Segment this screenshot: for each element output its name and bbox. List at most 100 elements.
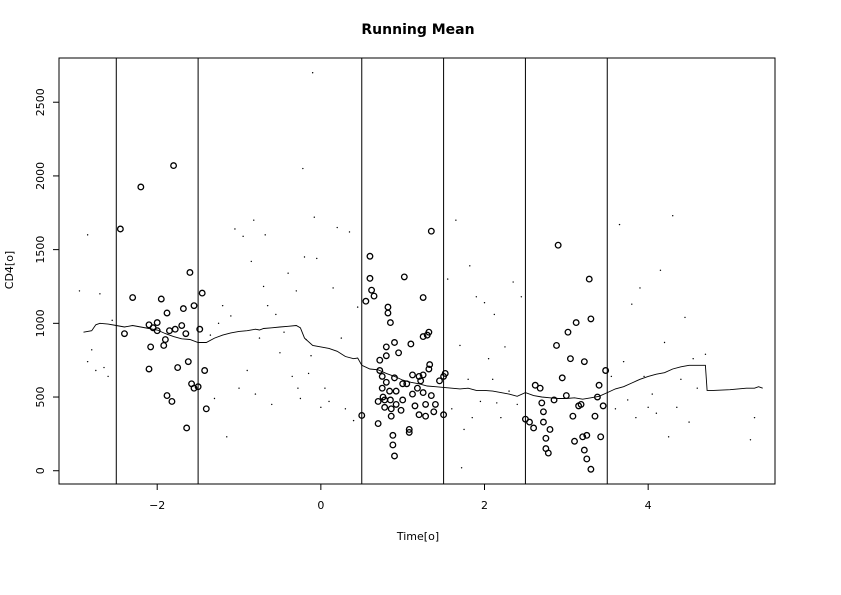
window-point: [595, 381, 603, 389]
background-point: [496, 402, 498, 404]
window-point: [539, 408, 547, 416]
window-point: [593, 393, 601, 401]
background-point: [451, 408, 453, 410]
window-point: [425, 328, 433, 336]
background-point: [299, 397, 302, 400]
window-point: [425, 365, 433, 373]
window-point: [554, 241, 562, 249]
background-point: [618, 223, 621, 226]
background-point: [264, 234, 266, 236]
data-series: [78, 72, 763, 473]
window-point: [583, 431, 591, 439]
y-tick-label: 500: [34, 387, 47, 408]
background-point: [631, 303, 633, 305]
background-point: [469, 265, 471, 267]
background-point: [99, 293, 101, 295]
background-point: [262, 285, 265, 288]
window-point: [182, 330, 190, 338]
window-point: [403, 380, 411, 388]
background-point: [493, 313, 496, 316]
window-point: [436, 377, 443, 385]
background-point: [340, 337, 343, 339]
window-point: [384, 309, 392, 317]
window-point: [170, 162, 178, 170]
window-point: [386, 396, 394, 404]
background-point: [258, 337, 261, 339]
background-point: [78, 290, 81, 292]
background-point: [704, 353, 707, 355]
background-point: [332, 287, 334, 289]
background-point: [307, 372, 310, 375]
window-point: [399, 396, 407, 404]
running-mean-line: [83, 322, 763, 400]
window-point: [530, 424, 538, 432]
window-point: [391, 452, 398, 460]
window-point: [198, 289, 206, 297]
background-point: [246, 369, 248, 372]
background-point: [95, 369, 97, 372]
window-point: [587, 315, 595, 323]
background-point: [111, 319, 113, 322]
window-point: [550, 396, 558, 404]
window-point: [137, 183, 145, 191]
background-point: [684, 316, 686, 319]
background-point: [302, 167, 304, 170]
window-point: [553, 341, 560, 349]
window-point: [569, 412, 577, 420]
window-point: [147, 343, 155, 351]
background-point: [647, 406, 649, 409]
background-point: [287, 272, 289, 274]
window-point: [405, 428, 413, 436]
window-point: [202, 405, 210, 413]
background-point: [324, 387, 326, 389]
window-point: [562, 392, 570, 400]
background-point: [475, 296, 478, 298]
window-point: [585, 275, 593, 283]
window-point: [539, 418, 547, 426]
window-point: [391, 374, 398, 382]
window-point: [145, 365, 153, 373]
background-point: [680, 378, 682, 381]
y-tick-label: 1000: [34, 309, 47, 337]
window-point: [362, 297, 370, 305]
window-point: [382, 378, 390, 386]
window-point: [389, 441, 397, 449]
background-point: [460, 467, 463, 469]
background-point: [283, 331, 285, 333]
window-point: [196, 325, 204, 333]
window-point: [417, 377, 425, 385]
background-point: [320, 406, 322, 409]
background-point: [651, 393, 653, 395]
window-point: [399, 380, 407, 388]
window-point: [411, 402, 419, 410]
window-point: [153, 327, 161, 335]
window-point: [544, 449, 552, 457]
background-point: [659, 269, 662, 271]
window-point: [422, 400, 430, 408]
window-point: [378, 372, 386, 380]
background-point: [504, 346, 506, 348]
background-point: [491, 378, 494, 381]
window-point: [366, 274, 374, 282]
window-point: [419, 294, 427, 301]
window-point: [190, 384, 198, 392]
background-point: [627, 399, 629, 401]
background-point: [520, 296, 523, 298]
window-point: [381, 403, 389, 411]
window-point: [440, 411, 448, 419]
background-point: [459, 344, 461, 347]
background-point: [635, 416, 637, 419]
window-point: [531, 381, 539, 389]
background-point: [655, 412, 658, 414]
plot-frame: [58, 57, 776, 485]
window-point: [392, 400, 400, 408]
window-point: [368, 286, 376, 294]
background-point: [221, 304, 224, 307]
background-point: [676, 406, 678, 409]
background-point: [291, 375, 293, 378]
window-point: [190, 302, 198, 310]
window-point: [178, 322, 186, 329]
window-point: [183, 424, 191, 432]
window-point: [392, 387, 400, 395]
